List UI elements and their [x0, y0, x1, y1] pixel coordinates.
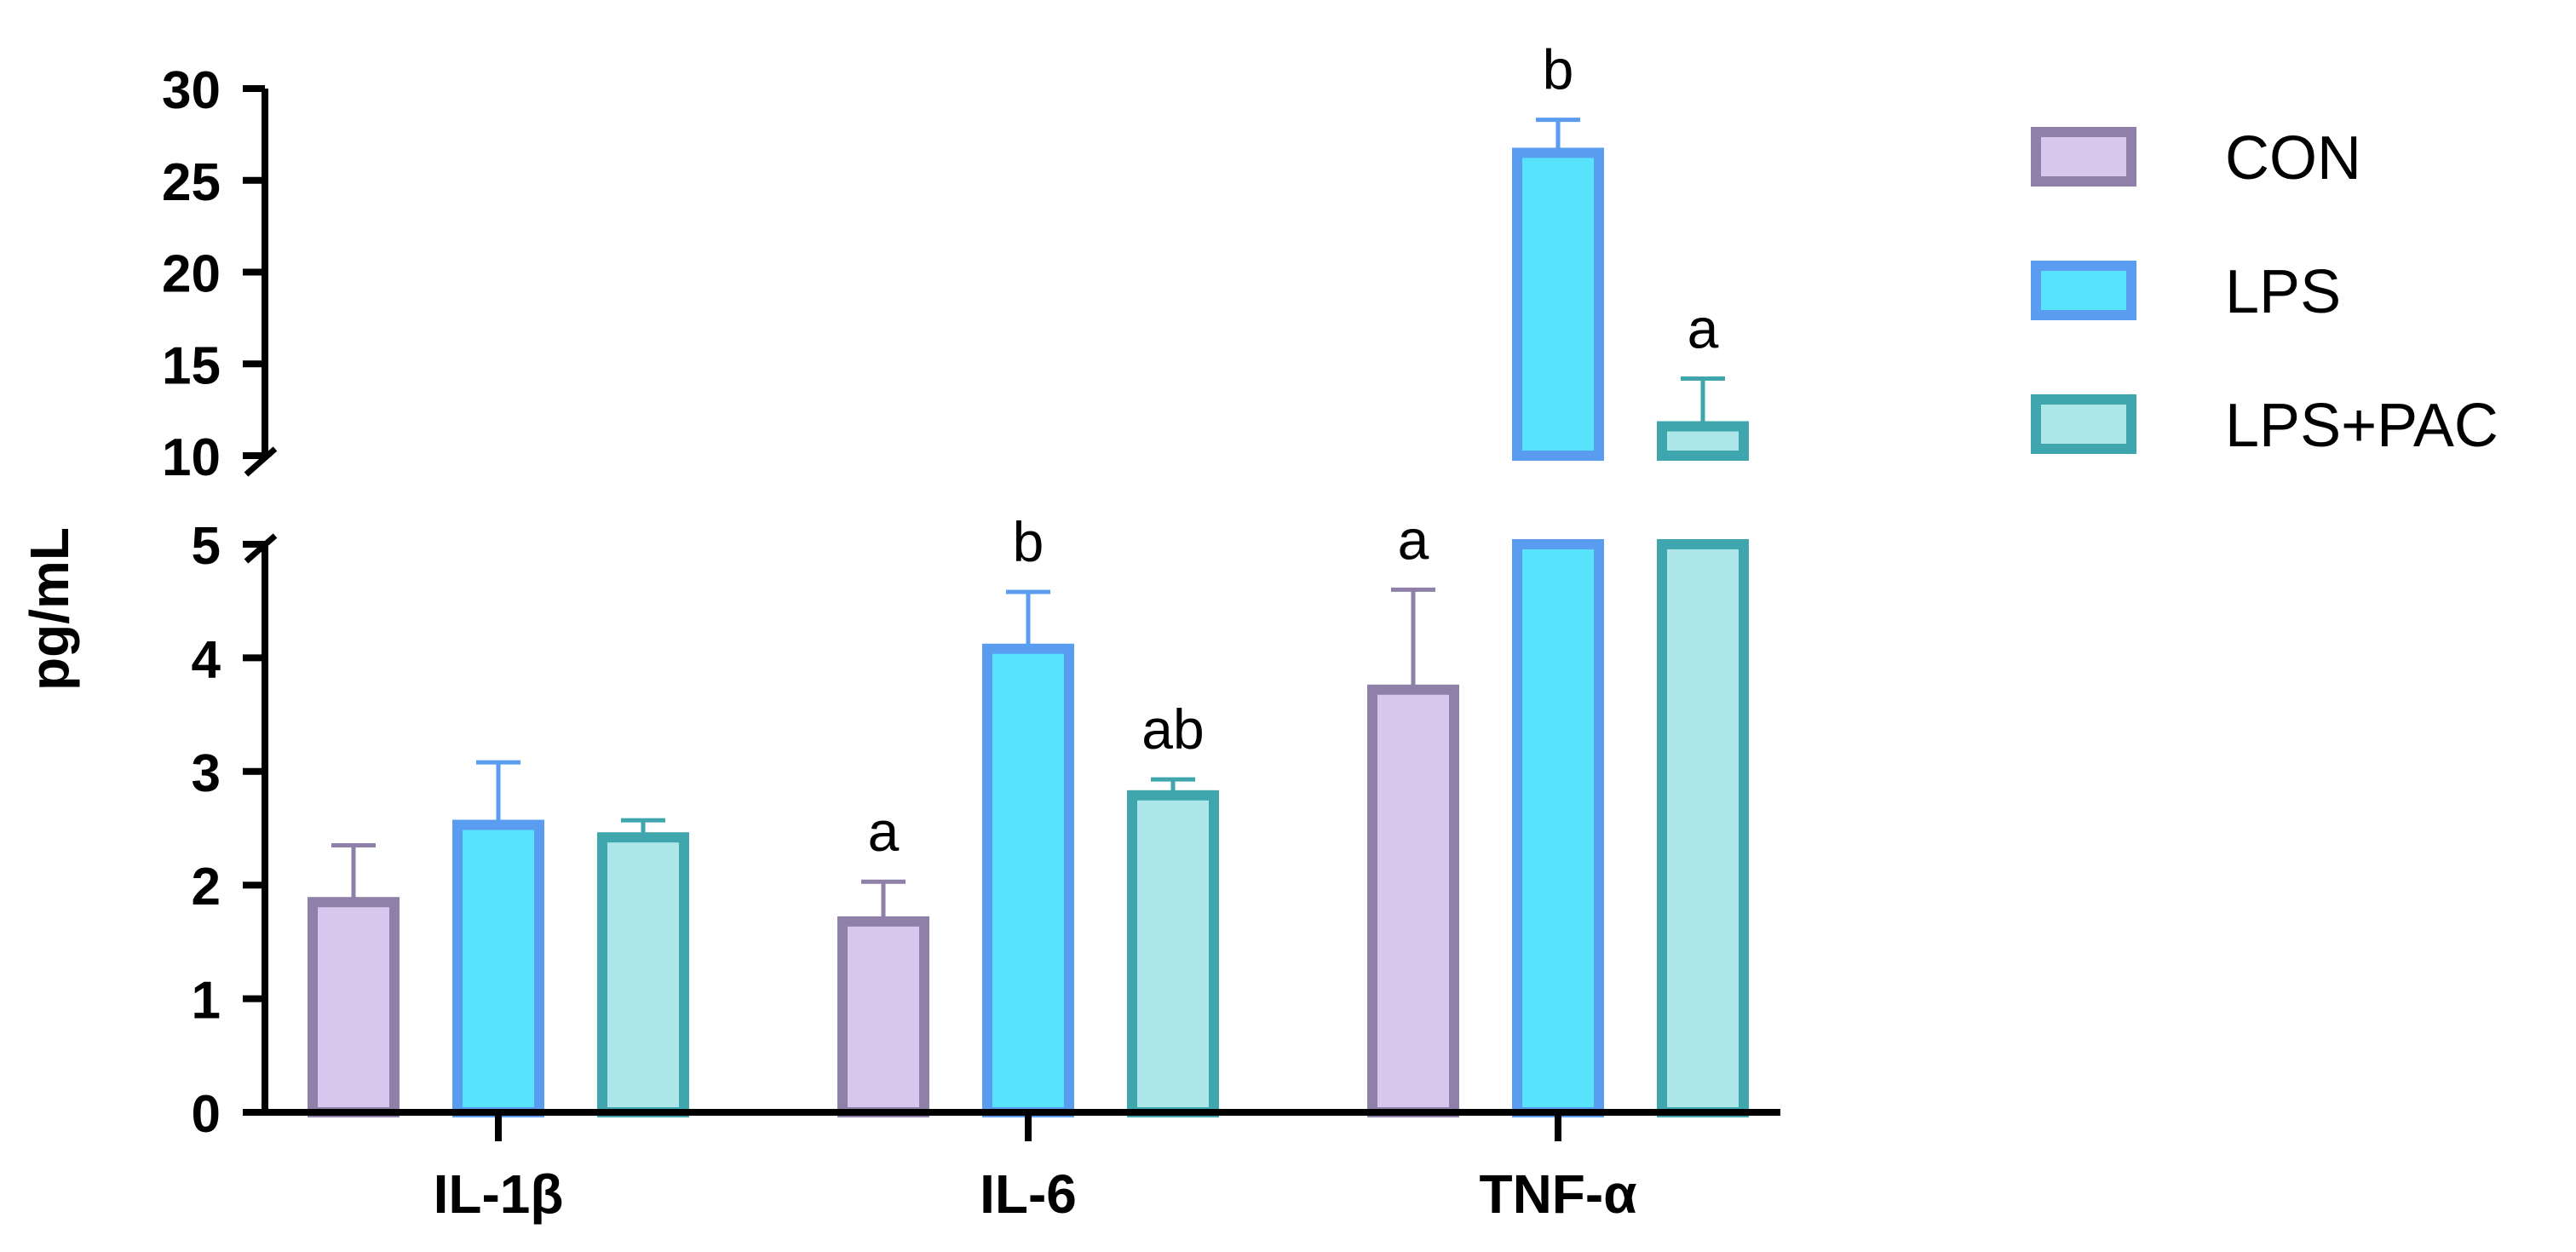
- y-tick-label: 20: [162, 245, 221, 304]
- y-tick-label: 15: [162, 336, 221, 395]
- y-tick-label: 25: [162, 153, 221, 212]
- bar: [982, 643, 1074, 1117]
- bar-upper-segment: [1657, 421, 1749, 461]
- significance-letter: b: [1013, 510, 1044, 573]
- legend-swatch: [2031, 394, 2136, 454]
- legend-swatch: [2031, 127, 2136, 187]
- bar: [308, 897, 400, 1117]
- bar: [1367, 684, 1459, 1117]
- legend-label: CON: [2225, 124, 2361, 192]
- bar-lower-segment: [1657, 539, 1749, 1117]
- y-tick-label: 2: [192, 858, 221, 916]
- y-tick-label: 30: [162, 61, 221, 120]
- y-axis: 0 1 2 3 4 5 10 15 20 25 30: [162, 61, 278, 1144]
- significance-letter: a: [1398, 508, 1429, 571]
- legend-label: LPS+PAC: [2225, 392, 2498, 460]
- y-tick-label: 1: [192, 972, 221, 1031]
- x-tick-label: IL-6: [980, 1163, 1077, 1225]
- x-tick-label: IL-1β: [434, 1163, 564, 1225]
- x-tick-label: TNF-α: [1479, 1163, 1636, 1225]
- legend-swatch: [2031, 261, 2136, 320]
- x-axis: IL-1β IL-6 TNF-α: [262, 1109, 1780, 1225]
- bar-lower-segment: [1512, 539, 1604, 1117]
- significance-letter: ab: [1141, 698, 1204, 761]
- bar: [452, 819, 544, 1117]
- y-tick-label: 0: [192, 1085, 221, 1144]
- legend: CON LPS LPS+PAC: [2031, 124, 2498, 460]
- bar-upper-segment: [1512, 147, 1604, 462]
- bar: [1127, 790, 1219, 1118]
- y-tick-label: 5: [192, 517, 221, 576]
- bar: [597, 832, 689, 1117]
- y-tick-label: 10: [162, 428, 221, 487]
- bar: [837, 916, 929, 1117]
- significance-letter: b: [1543, 38, 1574, 101]
- legend-label: LPS: [2225, 258, 2341, 326]
- y-tick-label: 4: [192, 630, 221, 689]
- y-tick-label: 3: [192, 744, 221, 803]
- axis-break-mark-upper: [244, 446, 278, 477]
- axis-break-mark-lower: [244, 533, 278, 564]
- significance-letter: a: [868, 800, 900, 863]
- y-axis-label: pg/mL: [19, 527, 80, 691]
- significance-letter: a: [1688, 296, 1719, 359]
